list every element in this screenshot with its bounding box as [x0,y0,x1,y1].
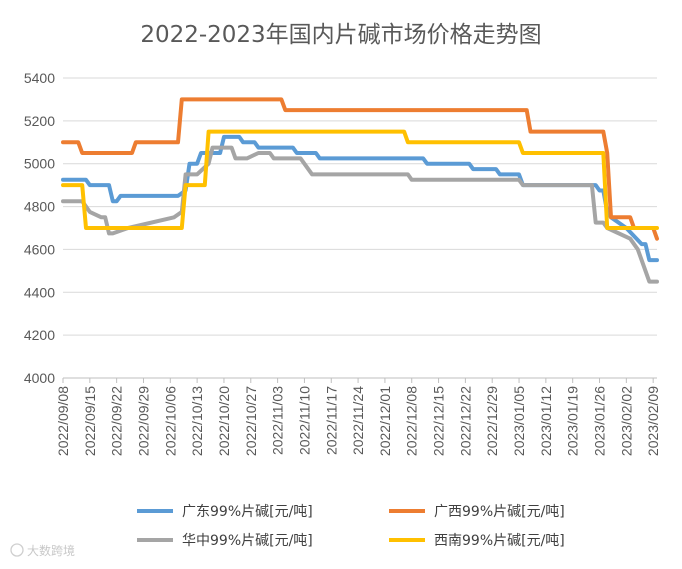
x-tick-label: 2022/11/03 [270,386,286,455]
y-tick-label: 5400 [24,70,55,86]
x-tick-label: 2022/09/22 [109,386,125,456]
y-tick-label: 5200 [24,113,55,129]
y-tick-label: 5000 [24,156,55,172]
x-tick-label: 2022/12/22 [457,386,473,456]
y-tick-label: 4200 [24,327,55,343]
watermark-logo-icon [10,543,24,557]
series-line [61,129,659,230]
x-tick-label: 2023/01/26 [592,386,608,456]
y-tick-label: 4600 [24,241,55,257]
series-line [61,97,659,241]
x-tick-label: 2023/01/19 [565,386,581,456]
x-tick-label: 2022/10/27 [243,386,259,456]
x-tick-label: 2022/12/29 [484,386,500,456]
legend-label: 广东99%片碱[元/吨] [182,504,313,520]
watermark: 大数跨境 [10,543,75,558]
y-tick-label: 4000 [24,370,55,386]
x-tick-label: 2022/10/06 [162,386,178,456]
series-lines [61,97,659,284]
x-tick-label: 2022/12/15 [431,386,447,456]
x-tick-label: 2022/10/20 [216,386,232,456]
x-tick-label: 2022/12/01 [377,386,393,456]
legend-label: 西南99%片碱[元/吨] [434,533,565,549]
watermark-text: 大数跨境 [27,543,75,558]
x-tick-label: 2022/12/08 [404,386,420,456]
x-tick-label: 2022/10/13 [189,386,205,456]
x-tick-label: 2022/09/08 [55,386,71,456]
x-tick-label: 2023/01/05 [511,386,527,456]
x-tick-label: 2022/11/17 [323,386,339,455]
legend: 广东99%片碱[元/吨] 广西99%片碱[元/吨] 华中99%片碱[元/吨] 西南99… [137,504,565,549]
axes: 4000 4200 4400 4600 4800 5000 5200 5400 2022/09/… [24,70,661,456]
x-tick-label: 2022/11/10 [296,386,312,455]
x-tick-label: 2023/02/09 [645,386,661,456]
x-tick-label: 2022/11/24 [350,386,366,455]
chart-title: 2022-2023年国内片碱市场价格走势图 [140,22,541,48]
x-tick-label: 2022/09/15 [82,386,98,456]
series-line [61,134,659,263]
y-tick-label: 4800 [24,199,55,215]
legend-label: 华中99%片碱[元/吨] [182,533,313,549]
x-tick-label: 2023/02/02 [618,386,634,456]
legend-label: 广西99%片碱[元/吨] [434,504,565,520]
series-line [61,145,659,284]
gridlines [63,77,657,379]
x-tick-label: 2023/01/12 [538,386,554,456]
x-tick-label: 2022/09/29 [135,386,151,456]
y-tick-label: 4400 [24,284,55,300]
